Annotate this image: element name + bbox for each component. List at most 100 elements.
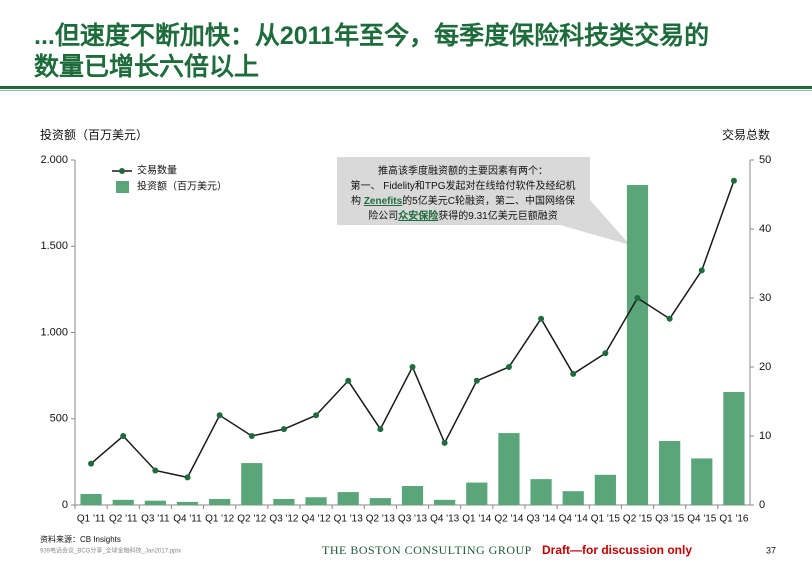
annotation-line: 险公司众安保险获得的9.31亿美元巨额融资 <box>368 209 557 222</box>
line-marker <box>570 370 577 377</box>
x-tick-label: Q1 '12 <box>205 514 235 525</box>
page-number: 37 <box>766 545 776 555</box>
annotation-link: 众安保险 <box>398 209 439 222</box>
legend-label: 交易数量 <box>137 164 177 177</box>
title-line: ...但速度不断加快：从2011年至今，每季度保险科技类交易的 <box>34 21 709 50</box>
annotation-line: 第一、 Fidelity和TPG发起对在线给付软件及经纪机 <box>350 179 575 192</box>
line-marker <box>730 177 737 184</box>
bar <box>691 458 713 505</box>
title-rule <box>0 86 812 89</box>
bar <box>80 493 102 505</box>
line-marker <box>88 460 95 467</box>
x-tick-label: Q1 '11 <box>77 514 106 525</box>
line-marker <box>216 412 223 419</box>
title-rule <box>0 90 812 91</box>
annotation-box <box>337 157 630 245</box>
x-tick-label: Q3 '14 <box>526 514 556 525</box>
line-marker <box>473 377 480 384</box>
bar <box>659 441 681 505</box>
bar <box>562 491 584 505</box>
line-marker <box>666 315 673 322</box>
y-tick-label: 1.000 <box>40 326 68 338</box>
annotation-text: 构 <box>351 194 364 207</box>
bar <box>337 492 359 505</box>
file-name: 939电话会议_BCG分享_全球金融科技_Jan2017.pptx <box>40 547 181 555</box>
line-marker <box>698 267 705 274</box>
legend-marker <box>119 168 125 174</box>
x-tick-label: Q1 '14 <box>462 514 492 525</box>
y2-tick-label: 50 <box>759 154 771 166</box>
legend-label: 投资额（百万美元） <box>137 180 227 193</box>
bar <box>112 499 134 505</box>
y-tick-label: 0 <box>62 499 68 511</box>
x-tick-label: Q4 '13 <box>430 514 460 525</box>
y-axis-label: 投资额（百万美元） <box>40 127 148 142</box>
x-tick-label: Q2 '13 <box>366 514 396 525</box>
bar <box>305 497 327 505</box>
line-marker <box>248 433 255 439</box>
title-line: 数量已增长六倍以上 <box>34 52 259 81</box>
x-tick-label: Q4 '12 <box>301 514 331 525</box>
line-marker <box>280 426 287 433</box>
y2-tick-label: 30 <box>759 292 771 304</box>
x-tick-label: Q2 '11 <box>109 514 138 525</box>
y2-tick-label: 10 <box>759 430 771 442</box>
logo: THE BOSTON CONSULTING GROUP <box>322 543 532 557</box>
line-marker <box>409 364 416 370</box>
bar <box>498 433 520 505</box>
line-marker <box>538 315 545 322</box>
line-marker <box>441 439 448 446</box>
bar <box>369 498 391 505</box>
x-tick-label: Q3 '13 <box>398 514 428 525</box>
line-marker <box>634 295 641 301</box>
y-tick-label: 2.000 <box>40 154 68 166</box>
x-tick-label: Q2 '12 <box>237 514 267 525</box>
x-tick-label: Q4 '15 <box>687 514 717 525</box>
bar <box>273 498 295 505</box>
x-tick-label: Q3 '11 <box>141 514 170 525</box>
bar <box>241 463 263 505</box>
x-tick-label: Q4 '14 <box>559 514 589 525</box>
annotation-link: Zenefits <box>364 196 403 207</box>
annotation: 推高该季度融资额的主要因素有两个： 第一、 Fidelity和TPG发起对在线给付… <box>350 164 575 222</box>
annotation-line: 构 Zenefits的5亿美元C轮融资，第二、中国网络保 <box>351 194 575 207</box>
annotation-text: 的5亿美元C轮融资，第二、中国网络保 <box>402 194 575 207</box>
y2-tick-label: 40 <box>759 223 771 235</box>
y2-tick-label: 20 <box>759 361 771 373</box>
y-tick-label: 1.500 <box>40 240 68 252</box>
line-marker <box>152 467 159 474</box>
annotation-text: 获得的9.31亿美元巨额融资 <box>438 209 557 222</box>
line-marker <box>377 426 384 433</box>
y2-tick-label: 0 <box>759 499 765 511</box>
x-tick-label: Q1 '13 <box>334 514 364 525</box>
y-tick-label: 500 <box>50 413 68 425</box>
bar <box>434 499 456 505</box>
y2-axis-label: 交易总数 <box>722 127 770 142</box>
annotation-line: 推高该季度融资额的主要因素有两个： <box>378 164 548 177</box>
line-marker <box>313 412 320 419</box>
source: 资料来源：CB Insights <box>40 534 121 544</box>
x-tick-label: Q3 '12 <box>269 514 299 525</box>
bar <box>594 474 616 505</box>
annotation-text: 第一、 Fidelity和TPG发起对在线给付软件及经纪机 <box>350 179 575 192</box>
x-tick-label: Q1 '16 <box>719 514 749 525</box>
annotation-text: 推高该季度融资额的主要因素有两个： <box>378 164 548 177</box>
line-marker <box>602 350 609 357</box>
bar <box>626 185 649 505</box>
x-tick-label: Q2 '14 <box>494 514 524 525</box>
bar <box>144 500 166 505</box>
bar <box>176 501 199 505</box>
line-marker <box>120 433 127 439</box>
x-tick-label: Q4 '11 <box>173 514 202 525</box>
bar <box>209 498 231 505</box>
legend-swatch <box>116 181 129 193</box>
bar <box>530 479 552 505</box>
line-marker <box>505 364 512 370</box>
bar <box>401 486 424 505</box>
line-marker <box>184 474 191 481</box>
draft-note: Draft—for discussion only <box>542 543 692 557</box>
bar <box>723 392 745 505</box>
line-marker <box>345 377 352 384</box>
bar <box>466 482 488 505</box>
